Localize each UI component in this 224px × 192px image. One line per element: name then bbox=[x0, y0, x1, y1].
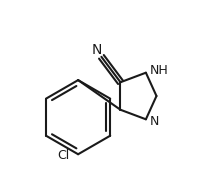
Text: Cl: Cl bbox=[57, 149, 70, 162]
Text: N: N bbox=[150, 115, 159, 128]
Text: NH: NH bbox=[150, 64, 168, 77]
Text: N: N bbox=[91, 43, 101, 57]
